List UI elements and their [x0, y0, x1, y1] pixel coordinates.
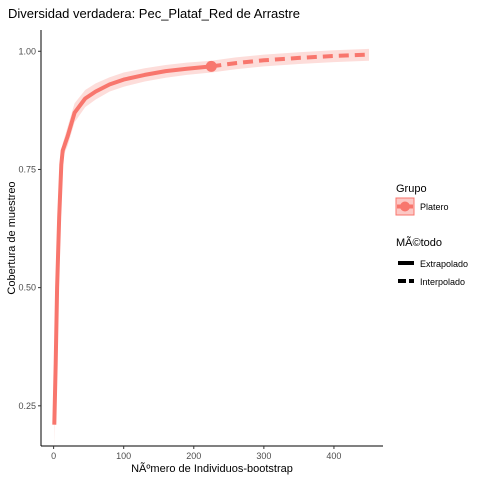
observed-point: [205, 60, 217, 72]
x-axis-title: NÃºmero de Individuos-bootstrap: [131, 462, 293, 475]
plot-area: [52, 48, 370, 449]
x-tick-label: 100: [116, 451, 131, 461]
legend: Grupo Platero MÃ©todo Extrapolado Interp…: [395, 183, 468, 287]
legend-group-title: Grupo: [396, 183, 427, 195]
legend-method-title: MÃ©todo: [396, 236, 442, 249]
legend-group-key-point: [400, 201, 410, 212]
y-tick-label: 0.50: [18, 283, 36, 293]
y-tick-label: 1.00: [18, 46, 36, 56]
x-tick-label: 400: [326, 451, 341, 461]
confidence-band: [54, 48, 370, 449]
axis-ticks: 0 100 200 300 400 0.25 0.50 0.75 1.00: [18, 46, 341, 461]
x-tick-label: 200: [186, 451, 201, 461]
extrapolated-line: [211, 52, 370, 69]
interpolated-line: [52, 64, 212, 425]
y-tick-label: 0.25: [18, 401, 36, 411]
legend-interpolado-label: Interpolado: [420, 277, 465, 287]
chart-title: Diversidad verdadera: Pec_Plataf_Red de …: [8, 6, 300, 21]
y-axis-title: Cobertura de muestreo: [6, 181, 18, 294]
legend-extrapolado-label: Extrapolado: [420, 259, 468, 269]
legend-group-label: Platero: [420, 202, 449, 212]
y-tick-label: 0.75: [18, 164, 36, 174]
x-tick-label: 0: [51, 451, 56, 461]
x-tick-label: 300: [256, 451, 271, 461]
